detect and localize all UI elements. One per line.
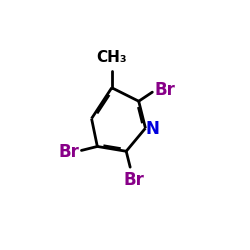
Text: Br: Br xyxy=(124,171,144,189)
Text: N: N xyxy=(146,120,160,138)
Text: Br: Br xyxy=(58,143,80,161)
Text: Br: Br xyxy=(154,81,175,99)
Text: CH₃: CH₃ xyxy=(96,50,127,66)
